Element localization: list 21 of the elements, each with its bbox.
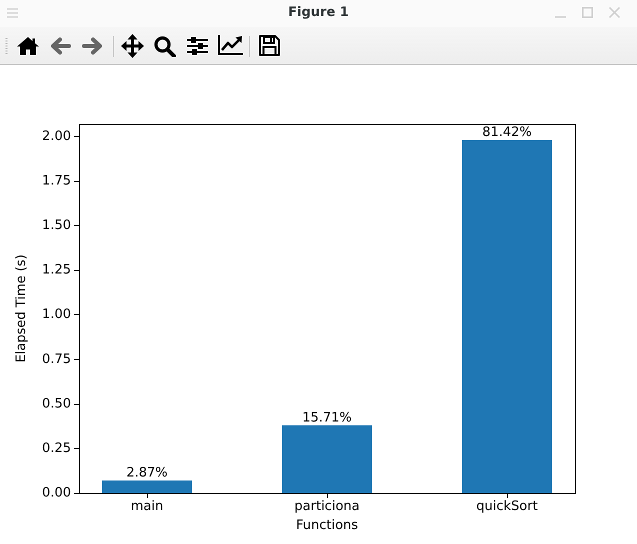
- annotation: 81.42%: [482, 125, 532, 140]
- y-tick-label: 1.75: [42, 174, 71, 189]
- x-tick-label: main: [130, 499, 164, 514]
- bar: [282, 425, 372, 493]
- x-axis-title: Functions: [296, 518, 358, 533]
- y-tick-label: 1.50: [42, 218, 71, 234]
- bar: [102, 480, 192, 493]
- y-tick-label: 1.25: [42, 262, 71, 278]
- y-tick-label: 0.50: [42, 396, 71, 412]
- y-tick-label: 1.00: [42, 307, 71, 322]
- y-tick-label: 0.25: [42, 440, 71, 456]
- x-tick-label: particiona: [294, 499, 360, 514]
- bar: [462, 140, 552, 493]
- x-tick-label: quickSort: [476, 499, 538, 514]
- y-axis-title: Elapsed Time (s): [14, 254, 29, 363]
- y-tick-label: 0.75: [42, 352, 71, 367]
- annotation: 15.71%: [302, 410, 352, 426]
- chart-title: Figure 1: [287, 4, 350, 21]
- annotation: 2.87%: [126, 466, 168, 481]
- y-tick-label: 2.00: [42, 128, 71, 144]
- y-tick-label: 0.00: [42, 486, 71, 500]
